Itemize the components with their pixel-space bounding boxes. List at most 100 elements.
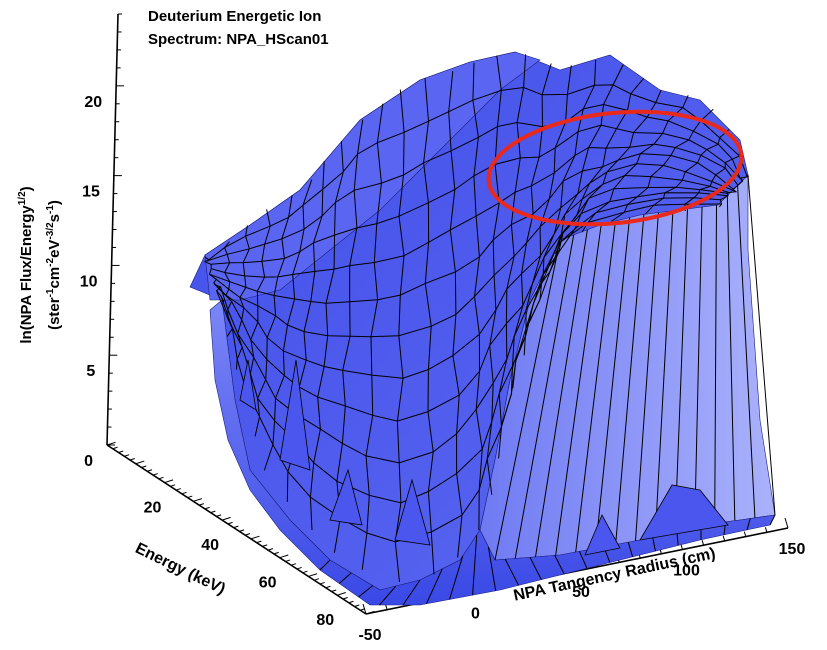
y-axis-line [106, 444, 367, 615]
y-tick [325, 585, 331, 589]
y-tick [118, 450, 124, 453]
mesh-line [487, 546, 497, 591]
mesh-line [209, 153, 734, 304]
y-tick [296, 566, 302, 570]
mesh-line [220, 203, 722, 543]
y-tick [198, 503, 204, 506]
mesh-line [514, 234, 575, 559]
mesh-line [449, 555, 464, 600]
mesh-line [529, 557, 542, 580]
mesh-line [694, 207, 703, 527]
mesh-line [338, 572, 352, 584]
mesh-line [213, 174, 729, 379]
y-tick-label: 20 [144, 500, 162, 517]
z-tick-label: 20 [84, 94, 102, 111]
y-tick [175, 488, 181, 491]
mesh-line [215, 163, 737, 338]
mesh-line [575, 221, 616, 553]
mesh-line [555, 224, 602, 556]
mesh-line [627, 542, 634, 557]
y-tick [221, 516, 231, 521]
surface [189, 51, 776, 606]
mesh-line [578, 551, 588, 569]
y-tick [348, 600, 354, 604]
y-tick [308, 573, 318, 577]
x-tick [743, 531, 747, 537]
surface-front-skirt [209, 299, 776, 606]
mesh-line [319, 559, 331, 571]
y-tick [239, 529, 245, 532]
y-tick [210, 510, 216, 514]
mesh-line [220, 192, 729, 464]
mesh-line [379, 585, 397, 606]
x-tick-label: 100 [673, 563, 700, 580]
mesh-line [358, 585, 374, 598]
mesh-line [746, 518, 751, 531]
highlight-ellipse [486, 109, 744, 227]
x-tick [701, 540, 705, 546]
y-tick [227, 521, 233, 525]
mesh-line [204, 103, 741, 263]
mesh-line [210, 124, 744, 265]
mesh-line [595, 217, 631, 549]
y-tick [302, 570, 308, 574]
x-tick-label: 50 [572, 584, 590, 601]
y-tick [112, 446, 118, 450]
mesh-line [615, 214, 645, 545]
y-tick [106, 441, 116, 446]
y-tick [342, 597, 348, 600]
y-tick [319, 581, 325, 585]
front-peaks [239, 359, 729, 556]
mesh-line [494, 239, 561, 561]
mesh-line [714, 205, 717, 524]
y-tick [135, 460, 145, 465]
y-tick [204, 506, 210, 510]
y-tick [285, 559, 291, 562]
mesh-line [535, 229, 588, 557]
mesh-line [208, 84, 748, 261]
y-tick [273, 551, 279, 555]
y-tick [158, 476, 164, 480]
x-tick [362, 603, 367, 615]
mesh-line [769, 514, 776, 526]
axis-tick-labels: 0 5 10 15 20 20 40 60 80 -50 0 50 100 150 [80, 94, 806, 644]
x-tick [722, 535, 726, 542]
mesh-line [635, 212, 659, 541]
y-tick-label: 40 [201, 537, 219, 554]
chart-title: Deuterium Energetic Ion [148, 8, 322, 25]
mesh-line [504, 558, 520, 586]
y-tick [279, 554, 289, 559]
y-tick [147, 469, 153, 472]
y-tick [337, 592, 346, 596]
mesh-line [472, 534, 478, 596]
mesh-line [674, 208, 688, 532]
mesh-line [737, 185, 756, 518]
y-tick [181, 491, 187, 495]
mesh-line [211, 143, 739, 278]
y-tick [268, 548, 274, 551]
z-tick-label: 15 [82, 184, 100, 201]
y-tick-label: 80 [316, 612, 334, 629]
y-tick [291, 563, 297, 566]
x-tick [784, 517, 789, 529]
mesh-line [425, 568, 443, 605]
mesh-line [402, 579, 421, 606]
y-tick [129, 458, 135, 461]
mesh-line [654, 210, 674, 537]
mesh-line [214, 186, 728, 422]
x-tick-label: -50 [358, 627, 381, 644]
x-tick [764, 527, 768, 533]
y-tick-label: 60 [259, 575, 277, 592]
y-tick [141, 465, 147, 469]
y-tick [256, 540, 262, 544]
y-tick [187, 495, 193, 499]
y-tick [193, 498, 203, 502]
z-tick-label: 5 [86, 363, 95, 380]
y-tick [152, 473, 158, 476]
y-tick [354, 604, 360, 607]
surface-mesh [203, 54, 776, 606]
x-tick [385, 604, 388, 610]
x-tick-label: 150 [779, 541, 806, 558]
y-tick [262, 544, 268, 547]
